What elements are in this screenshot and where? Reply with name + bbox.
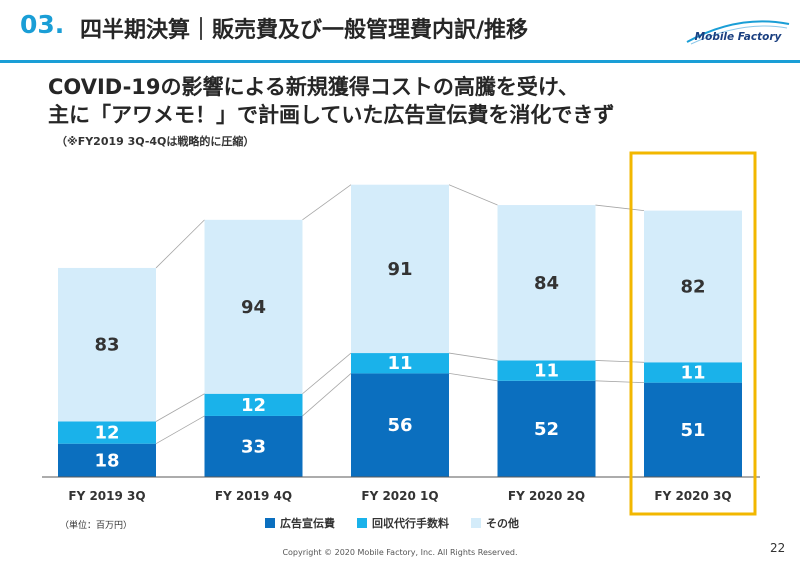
bar-collection-fee-3	[351, 353, 449, 374]
copyright: Copyright © 2020 Mobile Factory, Inc. Al…	[282, 548, 518, 557]
category-label-1: FY 2019 3Q	[68, 489, 145, 503]
data-label-other-1: 83	[94, 335, 119, 356]
data-label-collection-fee-1: 12	[94, 423, 119, 444]
bar-other-1	[58, 267, 156, 422]
mobile-factory-logo: Mobile Factory	[686, 20, 790, 45]
connector-line-collection-fee-3	[448, 352, 498, 361]
legend-swatch-advertising	[265, 518, 275, 528]
bar-advertising-1	[58, 443, 156, 477]
bar-other-2	[204, 219, 303, 394]
section-title: 四半期決算｜販売費及び一般管理費内訳/推移	[80, 18, 529, 43]
data-label-collection-fee-5: 11	[680, 362, 705, 383]
data-label-other-2: 94	[241, 297, 266, 318]
header-rule	[0, 60, 800, 63]
connector-line-other-3	[448, 184, 498, 206]
headline-line-1: COVID-19の影響による新規獲得コストの高騰を受け、	[48, 75, 579, 99]
bar-advertising-3	[351, 373, 449, 477]
section-number: 03.	[20, 10, 65, 39]
legend-swatch-other	[471, 518, 481, 528]
bar-collection-fee-1	[58, 421, 156, 444]
page-number: 22	[770, 541, 786, 555]
bar-advertising-4	[497, 380, 596, 477]
data-label-advertising-5: 51	[680, 420, 705, 441]
connector-line-advertising-3	[448, 373, 498, 382]
connector-line-other-2	[302, 184, 352, 221]
bar-collection-fee-5	[644, 362, 742, 383]
slide-header: 03. 四半期決算｜販売費及び一般管理費内訳/推移 Mobile Factory	[0, 0, 800, 62]
bar-advertising-5	[644, 382, 742, 477]
bar-collection-fee-4	[497, 360, 596, 381]
connector-line-collection-fee-2	[302, 352, 352, 395]
data-label-collection-fee-4: 11	[534, 361, 559, 382]
highlight-box	[629, 151, 757, 516]
legend-label-other: その他	[486, 517, 519, 530]
category-label-5: FY 2020 3Q	[654, 489, 731, 503]
legend-label-advertising: 広告宣伝費	[280, 517, 335, 530]
data-label-advertising-3: 56	[387, 415, 412, 436]
data-label-collection-fee-3: 11	[387, 353, 412, 374]
legend-item-other: その他	[471, 515, 519, 531]
data-label-other-3: 91	[387, 259, 412, 280]
legend-item-advertising: 広告宣伝費	[265, 515, 335, 531]
connector-line-advertising-1	[155, 415, 205, 445]
data-label-other-5: 82	[680, 276, 705, 297]
data-label-other-4: 84	[534, 273, 559, 294]
headline-note: （※FY2019 3Q-4Qは戦略的に圧縮）	[56, 135, 255, 148]
category-label-2: FY 2019 4Q	[215, 489, 292, 503]
bar-other-5	[644, 210, 742, 363]
legend-item-collection-fee: 回収代行手数料	[357, 515, 449, 531]
data-label-collection-fee-2: 12	[241, 395, 266, 416]
connector-line-collection-fee-4	[595, 360, 645, 363]
bar-collection-fee-2	[204, 393, 303, 416]
data-label-advertising-1: 18	[94, 450, 119, 471]
connector-line-other-1	[155, 219, 205, 269]
legend-label-collection-fee: 回収代行手数料	[372, 517, 449, 530]
headline-line-2: 主に「アワメモ！」で計画していた広告宣伝費を消化できず	[48, 103, 615, 127]
bar-other-3	[351, 184, 449, 354]
chart-legend: 広告宣伝費 回収代行手数料 その他	[265, 515, 519, 531]
category-label-3: FY 2020 1Q	[361, 489, 438, 503]
bar-other-4	[497, 205, 596, 361]
data-label-advertising-2: 33	[241, 436, 266, 457]
data-label-advertising-4: 52	[534, 419, 559, 440]
connector-line-collection-fee-1	[155, 393, 205, 422]
unit-note: （単位：百万円）	[60, 521, 133, 531]
connector-line-advertising-2	[302, 373, 352, 417]
logo-text: Mobile Factory	[695, 31, 783, 43]
connector-line-other-4	[595, 204, 645, 211]
connector-line-advertising-4	[595, 380, 645, 384]
headline: COVID-19の影響による新規獲得コストの高騰を受け、 主に「アワメモ！」で計…	[48, 73, 614, 129]
legend-swatch-collection-fee	[357, 518, 367, 528]
category-label-4: FY 2020 2Q	[508, 489, 585, 503]
bar-advertising-2	[204, 415, 303, 477]
